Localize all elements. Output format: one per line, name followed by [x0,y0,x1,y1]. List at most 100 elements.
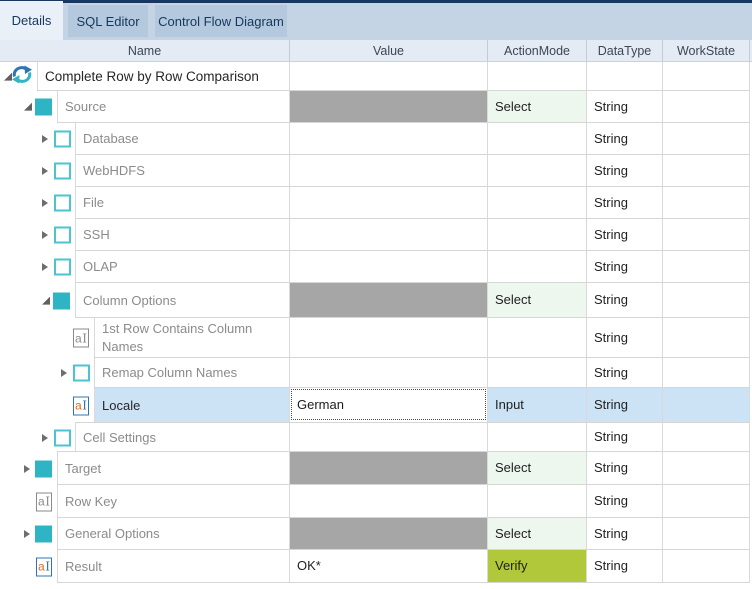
table-row[interactable]: Column Options Select String [0,283,752,318]
actionmode-cell[interactable] [488,485,587,518]
value-cell[interactable]: OK* [290,550,488,583]
tab-control-flow-diagram[interactable]: Control Flow Diagram [155,5,287,37]
name-cell[interactable]: Source [57,91,290,123]
row-separator [57,517,290,518]
value-cell[interactable] [290,123,488,155]
name-cell[interactable]: Row Key [57,485,290,518]
table-row[interactable]: Cell Settings String [0,423,752,452]
table-row[interactable]: a I Result OK* Verify String [0,550,752,583]
value-cell[interactable] [290,318,488,358]
table-row[interactable]: Database String [0,123,752,155]
name-cell[interactable]: Result [57,550,290,583]
actionmode-cell[interactable] [488,423,587,452]
name-cell[interactable]: 1st Row Contains Column Names [94,318,290,358]
row-name-label: Locale [102,397,141,413]
value-cell[interactable] [290,155,488,187]
value-cell[interactable] [290,251,488,283]
workstate-cell [663,251,750,283]
actionmode-cell[interactable] [488,358,587,388]
tab-sql-editor[interactable]: SQL Editor [68,5,148,37]
table-row[interactable]: a I 1st Row Contains Column Names String [0,318,752,358]
table-row[interactable]: Remap Column Names String [0,358,752,388]
expand-icon[interactable] [42,433,48,442]
datatype-label: String [594,460,628,475]
name-cell[interactable]: SSH [75,219,290,251]
value-cell[interactable] [290,358,488,388]
datatype-cell: String [587,518,663,550]
name-cell[interactable]: WebHDFS [75,155,290,187]
value-cell[interactable] [290,485,488,518]
table-row[interactable]: a I Locale German Input String [0,388,752,423]
table-row[interactable]: General Options Select String [0,518,752,550]
actionmode-cell[interactable]: Input [488,388,587,423]
expand-icon[interactable] [24,464,30,473]
expand-icon[interactable] [42,199,48,207]
actionmode-cell[interactable]: Verify [488,550,587,583]
row-separator [75,250,290,251]
datatype-cell: String [587,187,663,219]
actionmode-cell[interactable] [488,251,587,283]
actionmode-cell[interactable] [488,219,587,251]
refresh-icon [12,65,32,83]
table-row[interactable]: SSH String [0,219,752,251]
collapse-icon[interactable] [4,72,12,81]
expand-icon[interactable] [42,135,48,143]
value-cell[interactable] [290,452,488,485]
actionmode-cell[interactable] [488,155,587,187]
datatype-label: String [594,194,628,210]
tab-details[interactable]: Details [0,1,63,40]
value-cell[interactable] [290,187,488,219]
table-row[interactable]: Source Select String [0,91,752,123]
workstate-cell [663,423,750,452]
table-row[interactable]: Complete Row by Row Comparison [0,62,752,91]
name-cell[interactable]: OLAP [75,251,290,283]
table-row[interactable]: Target Select String [0,452,752,485]
name-cell[interactable]: Database [75,123,290,155]
expand-icon[interactable] [24,530,30,538]
value-cell[interactable] [290,518,488,550]
row-separator [75,317,290,318]
workstate-cell [663,123,750,155]
grid-column-header: Name Value ActionMode DataType WorkState [0,40,752,62]
collapse-icon[interactable] [24,102,32,111]
table-row[interactable]: OLAP String [0,251,752,283]
datatype-cell: String [587,485,663,518]
expand-icon[interactable] [61,369,67,377]
value-cell[interactable]: German [290,388,488,423]
table-row[interactable]: a I Row Key String [0,485,752,518]
name-cell[interactable]: File [75,187,290,219]
name-cell[interactable]: Target [57,452,290,485]
datatype-label: String [594,397,628,412]
actionmode-cell[interactable]: Select [488,91,587,123]
collapse-icon[interactable] [42,296,50,305]
name-cell[interactable]: Complete Row by Row Comparison [37,62,290,91]
actionmode-label: Select [495,525,532,541]
table-row[interactable]: File String [0,187,752,219]
expand-icon[interactable] [42,263,48,271]
name-cell[interactable]: Cell Settings [75,423,290,452]
value-cell[interactable] [290,219,488,251]
value-cell[interactable] [290,91,488,123]
actionmode-cell[interactable] [488,187,587,219]
value-cell[interactable] [290,62,488,91]
name-cell[interactable]: Remap Column Names [94,358,290,388]
name-cell[interactable]: Locale [94,388,290,423]
expand-icon[interactable] [42,167,48,175]
value-cell[interactable] [290,283,488,318]
actionmode-cell[interactable] [488,123,587,155]
expand-icon[interactable] [42,231,48,239]
actionmode-cell[interactable] [488,318,587,358]
actionmode-cell[interactable] [488,62,587,91]
name-cell[interactable]: Column Options [75,283,290,318]
actionmode-cell[interactable]: Select [488,518,587,550]
workstate-cell [663,518,750,550]
group-node-empty-icon [54,162,71,180]
name-cell[interactable]: General Options [57,518,290,550]
actionmode-cell[interactable]: Select [488,283,587,318]
value-cell[interactable] [290,423,488,452]
actionmode-cell[interactable]: Select [488,452,587,485]
value-input[interactable]: German [291,389,486,420]
row-name-label: SSH [83,227,110,242]
table-row[interactable]: WebHDFS String [0,155,752,187]
